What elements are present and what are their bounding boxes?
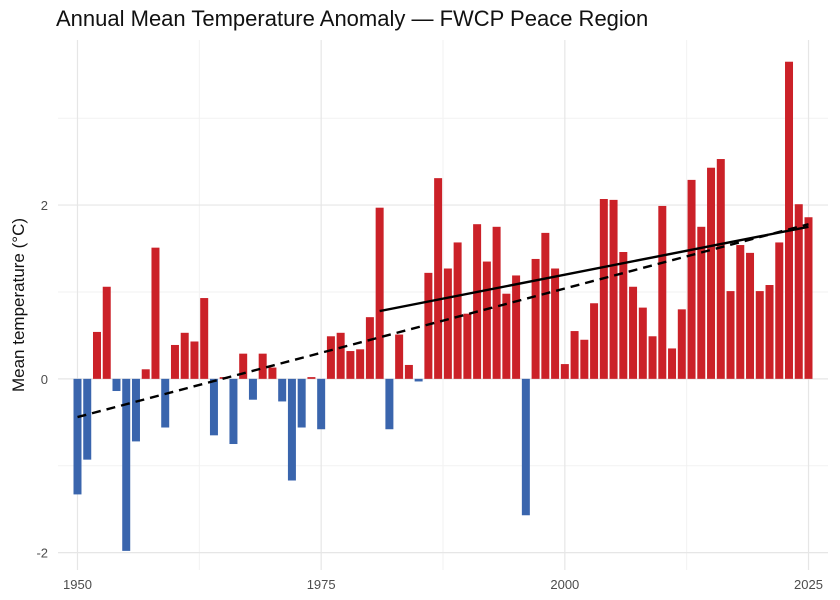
bars — [73, 61, 813, 551]
bar-2005 — [609, 199, 618, 379]
bar-2008 — [638, 307, 647, 379]
chart-title: Annual Mean Temperature Anomaly — FWCP P… — [56, 6, 649, 31]
bar-2000 — [560, 364, 569, 379]
bar-1980 — [365, 317, 374, 379]
bar-1993 — [492, 226, 501, 379]
bar-2019 — [746, 252, 755, 379]
bar-2006 — [619, 252, 628, 379]
trend-line-solid — [379, 225, 809, 313]
bar-1960 — [170, 344, 179, 379]
bar-1997 — [531, 258, 540, 379]
bar-1982 — [385, 378, 394, 430]
bar-1987 — [434, 178, 443, 379]
bar-1979 — [356, 349, 365, 379]
bar-1992 — [482, 261, 491, 379]
bar-1954 — [112, 378, 121, 392]
bar-1972 — [287, 378, 296, 481]
bar-1988 — [443, 268, 452, 379]
bar-1981 — [375, 207, 384, 379]
bar-1970 — [268, 367, 277, 379]
bar-1950 — [73, 378, 82, 495]
bar-2020 — [755, 291, 764, 379]
bar-1977 — [336, 332, 345, 379]
bar-1969 — [258, 353, 267, 379]
bar-1976 — [326, 336, 335, 379]
bar-1968 — [248, 378, 257, 400]
y-tick-label: 2 — [41, 198, 48, 213]
bar-2011 — [668, 348, 677, 379]
bar-1999 — [551, 268, 560, 379]
bar-2013 — [687, 179, 696, 379]
axis-tick-labels: 1950 1975 2000 2025 -2 0 2 — [36, 198, 823, 592]
bar-1973 — [297, 378, 306, 428]
bar-1983 — [395, 334, 404, 379]
y-axis-label: Mean temperature (°C) — [9, 218, 28, 392]
bar-1966 — [229, 378, 238, 445]
bar-2012 — [677, 309, 686, 379]
bar-1985 — [414, 378, 423, 382]
bar-1967 — [239, 353, 248, 379]
bar-2018 — [736, 245, 745, 379]
trend-line-dashed — [77, 223, 809, 419]
bar-1952 — [92, 331, 101, 379]
bar-1959 — [161, 378, 170, 428]
bar-2022 — [775, 242, 784, 379]
bar-1990 — [463, 313, 472, 379]
bar-1955 — [122, 378, 131, 551]
y-tick-label: 0 — [41, 372, 48, 387]
bar-1975 — [317, 378, 326, 430]
bar-2023 — [785, 61, 794, 379]
x-tick-label: 2000 — [550, 577, 579, 592]
bar-2003 — [590, 303, 599, 379]
bar-2010 — [658, 205, 667, 379]
x-tick-label: 2025 — [794, 577, 823, 592]
bar-1991 — [473, 224, 482, 379]
bar-2014 — [697, 226, 706, 379]
trend-lines — [77, 223, 809, 419]
bar-1951 — [83, 378, 92, 460]
bar-1958 — [151, 247, 160, 379]
bar-1963 — [200, 298, 209, 379]
bar-1998 — [541, 232, 550, 379]
bar-1961 — [180, 332, 189, 379]
y-tick-label: -2 — [36, 546, 48, 561]
bar-2025 — [804, 217, 813, 379]
bar-2002 — [580, 339, 589, 379]
bar-1971 — [278, 378, 287, 402]
bar-2016 — [716, 159, 725, 379]
bar-2009 — [648, 336, 657, 379]
bar-2021 — [765, 285, 774, 379]
bar-1996 — [521, 378, 530, 516]
bar-1957 — [141, 369, 150, 379]
bar-2004 — [599, 199, 608, 379]
bar-1995 — [512, 275, 521, 379]
bar-1964 — [209, 378, 218, 436]
bar-1984 — [404, 364, 413, 379]
bar-1986 — [424, 272, 433, 379]
bar-1989 — [453, 242, 462, 379]
x-tick-label: 1975 — [307, 577, 336, 592]
bar-1994 — [502, 293, 511, 379]
x-tick-label: 1950 — [63, 577, 92, 592]
bar-1953 — [102, 286, 111, 379]
bar-1974 — [307, 377, 316, 379]
bar-2024 — [794, 204, 803, 379]
bar-2015 — [707, 167, 716, 379]
bar-2007 — [629, 286, 638, 379]
bar-2001 — [570, 331, 579, 379]
bar-2017 — [726, 291, 735, 379]
bar-1956 — [131, 378, 140, 442]
bar-1978 — [346, 351, 355, 379]
bar-1962 — [190, 341, 199, 379]
